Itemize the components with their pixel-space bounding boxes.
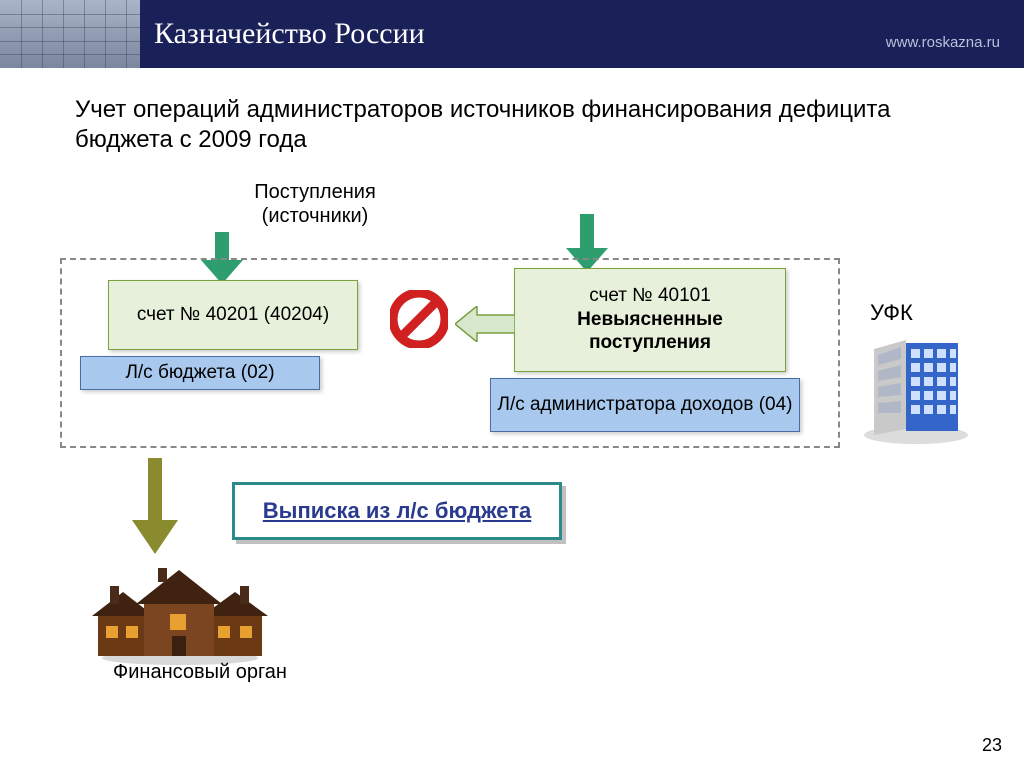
slide-title: Учет операций администраторов источников… <box>75 95 955 155</box>
account-40101-line1: счет № 40101 <box>589 285 711 307</box>
account-40101-box: счет № 40101 Невыясненные поступления <box>514 268 786 372</box>
financial-body-label: Финансовый орган <box>110 660 290 684</box>
statement-box: Выписка из л/с бюджета <box>232 482 562 540</box>
header-title: Казначейство России <box>154 17 425 51</box>
arrow-down-to-finorgan-icon <box>132 458 178 559</box>
ufk-building-icon <box>856 335 976 450</box>
arrow-left-40101-to-40201-icon <box>455 306 515 347</box>
header-bar: Казначейство России www.roskazna.ru <box>0 0 1024 68</box>
account-40101-line2: Невыясненные поступления <box>515 309 785 355</box>
admin-04-label: Л/с администратора доходов (04) <box>497 394 792 416</box>
budget-02-box: Л/с бюджета (02) <box>80 356 320 390</box>
prohibition-icon <box>390 290 448 353</box>
income-sources-label: Поступления (источники) <box>235 180 395 228</box>
finance-house-icon <box>90 556 270 671</box>
admin-04-box: Л/с администратора доходов (04) <box>490 378 800 432</box>
account-40201-box: счет № 40201 (40204) <box>108 280 358 350</box>
account-40201-label: счет № 40201 (40204) <box>137 304 329 326</box>
header-building-photo <box>0 0 140 68</box>
header-url: www.roskazna.ru <box>886 34 1000 51</box>
statement-label: Выписка из л/с бюджета <box>263 498 531 524</box>
budget-02-label: Л/с бюджета (02) <box>125 362 274 384</box>
ufk-label: УФК <box>870 300 913 326</box>
page-number: 23 <box>982 735 1002 756</box>
